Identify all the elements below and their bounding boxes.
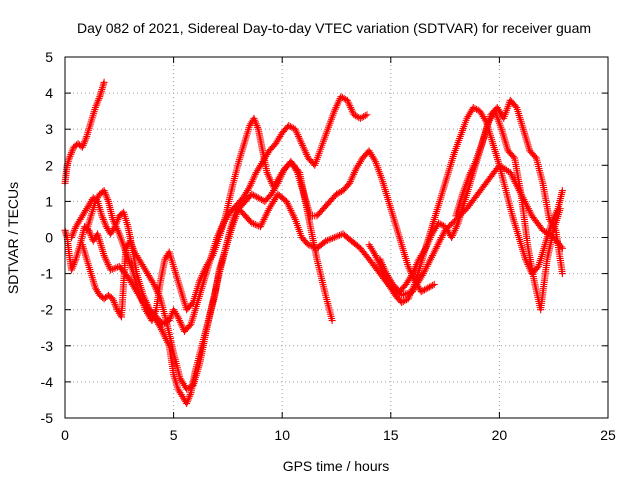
data-point-marker (473, 105, 481, 113)
y-tick-label: 3 (45, 121, 53, 137)
y-tick-label: 4 (45, 85, 53, 101)
data-point-marker (353, 113, 361, 121)
y-tick-label: 2 (45, 157, 53, 173)
x-tick-label: 15 (383, 427, 399, 443)
y-tick-label: -4 (41, 374, 54, 390)
y-tick-label: -2 (41, 302, 54, 318)
series-track-8 (452, 107, 564, 314)
data-point-marker (322, 237, 330, 245)
data-point-marker (306, 241, 314, 249)
data-point-marker (556, 205, 564, 213)
chart-title: Day 082 of 2021, Sidereal Day-to-day VTE… (77, 20, 591, 36)
data-point-marker (110, 265, 118, 273)
x-tick-label: 5 (170, 427, 178, 443)
data-point-marker (558, 187, 566, 195)
data-point-marker (250, 220, 258, 228)
data-series (61, 78, 566, 408)
y-tick-label: 5 (45, 49, 53, 65)
series-track-4 (68, 93, 371, 335)
plot-frame (64, 56, 609, 419)
x-tick-label: 0 (61, 427, 69, 443)
x-axis-label: GPS time / hours (283, 458, 390, 474)
data-point-marker (340, 95, 348, 103)
data-point-marker (114, 263, 122, 271)
y-tick-label: -3 (41, 338, 54, 354)
data-point-marker (327, 235, 335, 243)
data-point-marker (531, 153, 539, 161)
data-point-marker (360, 113, 368, 121)
y-tick-label: 1 (45, 193, 53, 209)
y-tick-label: -5 (41, 410, 54, 426)
data-point-marker (330, 234, 338, 241)
y-tick-label: -1 (41, 266, 54, 282)
data-point-marker (108, 265, 116, 273)
data-point-marker (328, 317, 336, 325)
data-point-marker (438, 221, 446, 229)
x-tick-label: 25 (600, 427, 616, 443)
data-point-marker (100, 78, 108, 86)
data-point-marker (323, 236, 331, 244)
y-tick-label: 0 (45, 230, 53, 246)
data-point-marker (446, 222, 454, 230)
x-tick-label: 10 (274, 427, 290, 443)
data-point-marker (509, 153, 517, 161)
data-point-marker (429, 281, 437, 289)
data-point-marker (430, 280, 438, 288)
data-point-marker (332, 233, 340, 241)
data-point-marker (251, 221, 259, 229)
data-point-marker (107, 266, 115, 274)
tick-labels: 0 5 10 15 20 25 -5 -4 -3 -2 -1 0 1 2 3 4 5 (41, 49, 616, 443)
y-axis-label: SDTVAR / TECUs (5, 182, 21, 294)
data-point-marker (558, 270, 566, 278)
x-tick-label: 20 (492, 427, 508, 443)
data-point-marker (363, 111, 371, 119)
series-line (70, 95, 368, 333)
data-point-marker (325, 236, 333, 244)
data-point-marker (248, 219, 256, 227)
series-track-1 (61, 78, 108, 187)
data-point-marker (401, 297, 409, 305)
data-point-marker (288, 123, 296, 131)
data-point-marker (336, 188, 344, 196)
data-point-marker (558, 244, 566, 252)
data-point-marker (329, 234, 337, 242)
data-point-marker (361, 112, 369, 120)
series-track-5 (78, 147, 438, 393)
data-point-marker (447, 220, 455, 228)
data-point-marker (334, 232, 342, 240)
